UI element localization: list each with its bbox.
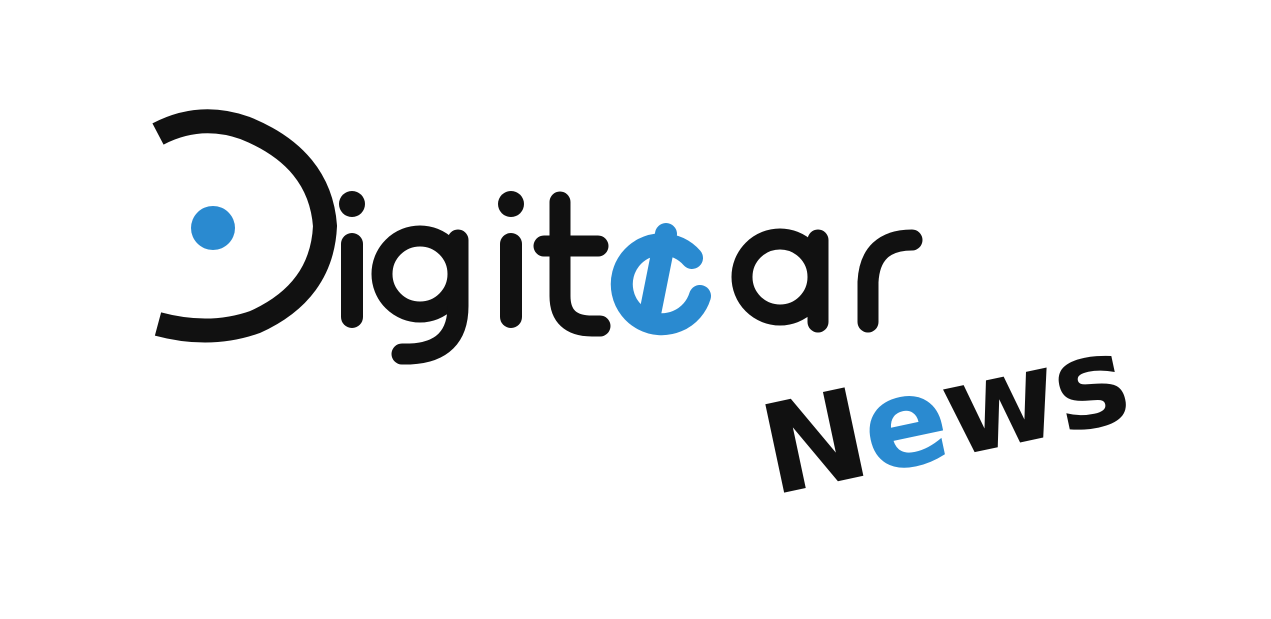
logo-tagline-text: News [749, 307, 1139, 524]
tagline-letter-ws: ws [929, 307, 1139, 486]
logo-letter-i [339, 191, 365, 328]
logo-tagline: News [749, 307, 1139, 524]
logo-letter-r [857, 229, 923, 333]
logo-letter-a [731, 228, 829, 333]
logo-d-dot [191, 206, 235, 250]
logo-d-mark [152, 109, 338, 343]
logo-letter-t [533, 191, 611, 337]
logo-d-arc [152, 109, 338, 343]
logo-letter-e-accent [610, 223, 711, 336]
logo-letter-g [371, 225, 469, 365]
logo-letter-i-2 [498, 191, 524, 328]
